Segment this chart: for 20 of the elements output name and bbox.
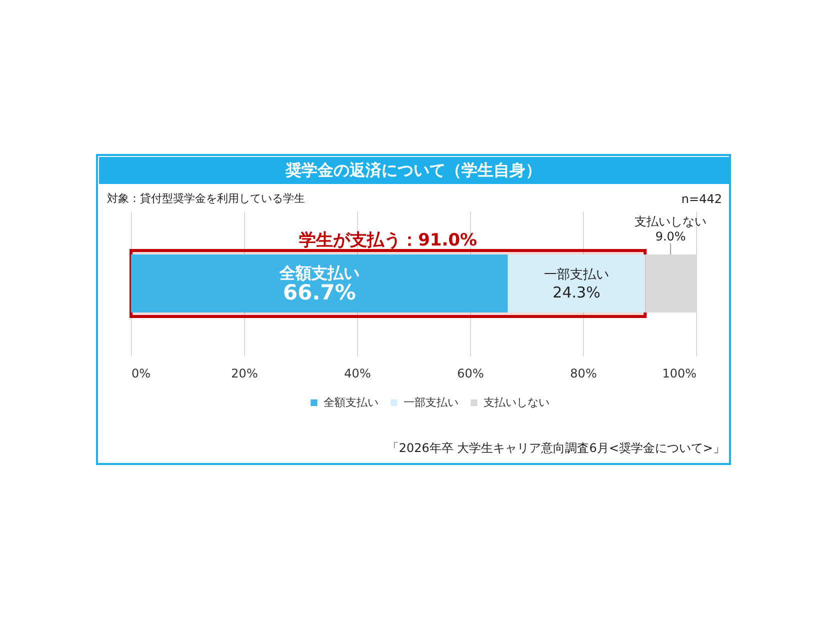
legend-label: 全額支払い — [324, 396, 378, 409]
chart-title: 奨学金の返済について（学生自身） — [284, 160, 542, 180]
legend-label: 支払いしない — [484, 396, 550, 409]
text: 支払いしない — [634, 214, 707, 228]
x-tick-label: 0% — [132, 366, 151, 380]
x-tick-label: 40% — [344, 366, 371, 380]
legend-label: 一部支払い — [404, 396, 458, 409]
x-tick-label: 20% — [231, 366, 258, 380]
chart-subtitle: 対象：貸付型奨学金を利用している学生 — [107, 192, 305, 205]
data-label: 66.7% — [283, 280, 356, 304]
x-tick-label: 100% — [662, 366, 696, 380]
text: 一部支払い — [544, 268, 610, 282]
text: 全額支払い — [279, 264, 360, 282]
x-tick-label: 60% — [457, 366, 484, 380]
text: n=442 — [681, 192, 722, 206]
data-label: 9.0% — [655, 230, 686, 244]
data-label: 24.3% — [552, 284, 600, 302]
text: 「2026年卒 大学生キャリア意向調査6月<奨学金について>」 — [386, 441, 725, 455]
x-tick-label: 80% — [570, 366, 597, 380]
band-label: 学生が支払う：91.0% — [299, 230, 478, 250]
